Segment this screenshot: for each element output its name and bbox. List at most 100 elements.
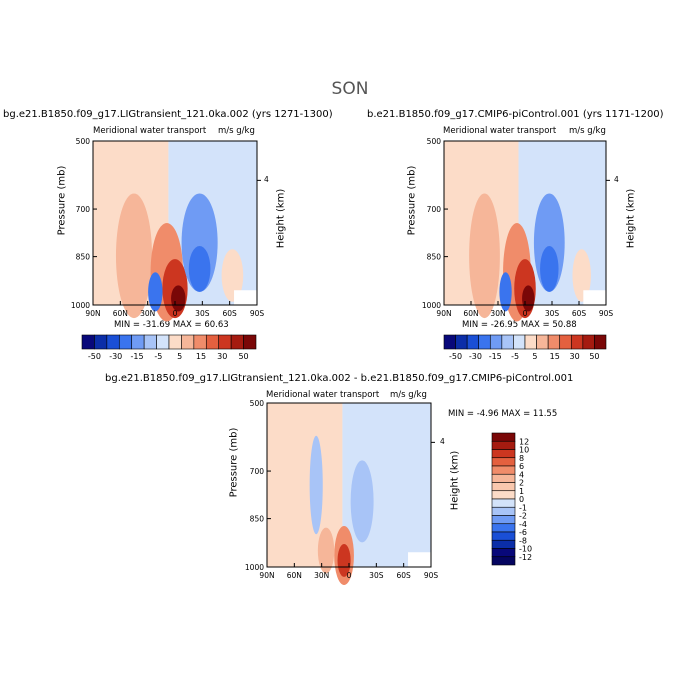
- left-ytick-label: 500: [76, 137, 91, 146]
- right-colorbar-box: [489, 334, 503, 350]
- left-xtick-label: 60N: [113, 309, 128, 318]
- left-colorbar-label: 30: [217, 352, 227, 361]
- right-sh-neg-strong: [540, 245, 559, 292]
- left-ytick-label: 700: [76, 205, 91, 214]
- figure-title: SON: [331, 79, 369, 99]
- diff-xtick-label: 0: [347, 571, 352, 580]
- diff-colorbar-label: -10: [519, 545, 532, 554]
- left-colorbar-box: [218, 334, 232, 350]
- left-sh-neg-strong: [188, 245, 211, 292]
- right-ytick-label: 1000: [422, 301, 441, 310]
- left-xtick-label: 60S: [223, 309, 238, 318]
- left-field: [92, 140, 258, 322]
- left-colorbar-label: -50: [88, 352, 101, 361]
- left-colorbar-box: [118, 334, 133, 350]
- diff-ytick-label: 700: [250, 467, 265, 476]
- left-colorbar-label: -15: [131, 352, 144, 361]
- right-colorbar-box: [594, 334, 607, 350]
- diff-colorbar-box: [491, 440, 516, 450]
- right-colorbar-box: [478, 334, 491, 350]
- left-subtitle: Meridional water transport: [93, 126, 207, 136]
- left-colorbar-box: [156, 334, 170, 350]
- diff-terrain-mask: [408, 552, 431, 567]
- diff-colorbar-box: [491, 539, 516, 549]
- right-ytick-label: 500: [427, 137, 442, 146]
- right-colorbar-box: [466, 334, 480, 350]
- diff-colorbar-box: [491, 523, 516, 533]
- right-xtick-label: 30N: [490, 309, 505, 318]
- diff-colorbar-box: [491, 473, 516, 483]
- left-minmax: MIN = -31.69 MAX = 60.63: [114, 320, 229, 330]
- left-colorbar-label: 50: [238, 352, 248, 361]
- diff-colorbar-label: -2: [519, 512, 527, 521]
- diff-xtick-label: 90N: [259, 571, 274, 580]
- right-ytick-label: 700: [427, 205, 442, 214]
- left-colorbar-box: [181, 334, 195, 350]
- right-units: m/s g/kg: [569, 126, 606, 136]
- left-xtick-label: 90N: [85, 309, 100, 318]
- diff-colorbar-box: [491, 457, 516, 467]
- right-trop-neg: [499, 272, 512, 312]
- right-ytick-label: 850: [427, 253, 442, 262]
- left-height-tick: 4: [264, 175, 269, 184]
- left-colorbar-label: 5: [177, 352, 182, 361]
- left-eq-max: [171, 285, 186, 312]
- diff-colorbar-label: 2: [519, 479, 524, 488]
- left-xtick-label: 30S: [195, 309, 210, 318]
- left-colorbar-box: [131, 334, 145, 350]
- right-colorbar-box: [559, 334, 572, 350]
- diff-xtick-label: 30S: [369, 571, 384, 580]
- left-colorbar-box: [81, 334, 95, 350]
- right-colorbar-box: [547, 334, 561, 350]
- left-units: m/s g/kg: [218, 126, 255, 136]
- right-colorbar-box: [582, 334, 595, 350]
- left-colorbar-box: [193, 334, 207, 350]
- diff-units: m/s g/kg: [390, 390, 427, 400]
- right-field: [443, 140, 607, 322]
- right-colorbar-box: [513, 334, 526, 350]
- diff-colorbar-label: 1: [519, 487, 524, 496]
- right-sh-pos: [572, 249, 591, 302]
- right-xtick-label: 0: [523, 309, 528, 318]
- right-colorbar-label: -15: [489, 352, 502, 361]
- right-colorbar-label: 30: [569, 352, 579, 361]
- left-ytick-label: 850: [76, 253, 91, 262]
- diff-colorbar-label: -4: [519, 520, 527, 529]
- right-height-tick: 4: [614, 175, 619, 184]
- left-ytick-label: 1000: [71, 301, 90, 310]
- right-colorbar-box: [524, 334, 537, 350]
- diff-ytick-label: 850: [250, 515, 265, 524]
- diff-west-pos: [317, 527, 335, 574]
- diff-colorbar-label: -1: [519, 503, 527, 512]
- diff-height-tick: 4: [440, 437, 445, 446]
- diff-colorbar-box: [491, 556, 516, 566]
- diff-colorbar-label: 4: [519, 470, 524, 479]
- diff-colorbar-box: [491, 531, 516, 541]
- diff-colorbar-box: [491, 490, 516, 500]
- diff-colorbar-label: -6: [519, 528, 527, 537]
- left-colorbar-box: [143, 334, 157, 350]
- left-colorbar-label: -5: [154, 352, 162, 361]
- left-sh-pos: [221, 249, 244, 302]
- right-xtick-label: 30S: [545, 309, 560, 318]
- diff-xtick-label: 90S: [424, 571, 439, 580]
- diff-xtick-label: 30N: [314, 571, 329, 580]
- diff-ytick-label: 500: [250, 399, 265, 408]
- diff-colorbar-box: [491, 482, 516, 492]
- right-panel-title: b.e21.B1850.f09_g17.CMIP6-piControl.001 …: [367, 109, 664, 120]
- diff-subtitle: Meridional water transport: [266, 390, 380, 400]
- right-colorbar-box: [455, 334, 468, 350]
- left-trop-neg: [148, 272, 163, 312]
- diff-colorbar-label: 12: [519, 437, 529, 446]
- diff-colorbar-box: [491, 506, 516, 516]
- right-colorbar-box: [570, 334, 584, 350]
- right-xtick-label: 90N: [436, 309, 451, 318]
- right-colorbar-label: 50: [589, 352, 599, 361]
- right-terrain-mask: [583, 290, 606, 305]
- right-xtick-label: 90S: [599, 309, 614, 318]
- diff-north-neg: [309, 435, 323, 535]
- diff-colorbar-label: 10: [519, 446, 529, 455]
- right-colorbar-box: [443, 334, 456, 350]
- diff-xtick-label: 60S: [397, 571, 412, 580]
